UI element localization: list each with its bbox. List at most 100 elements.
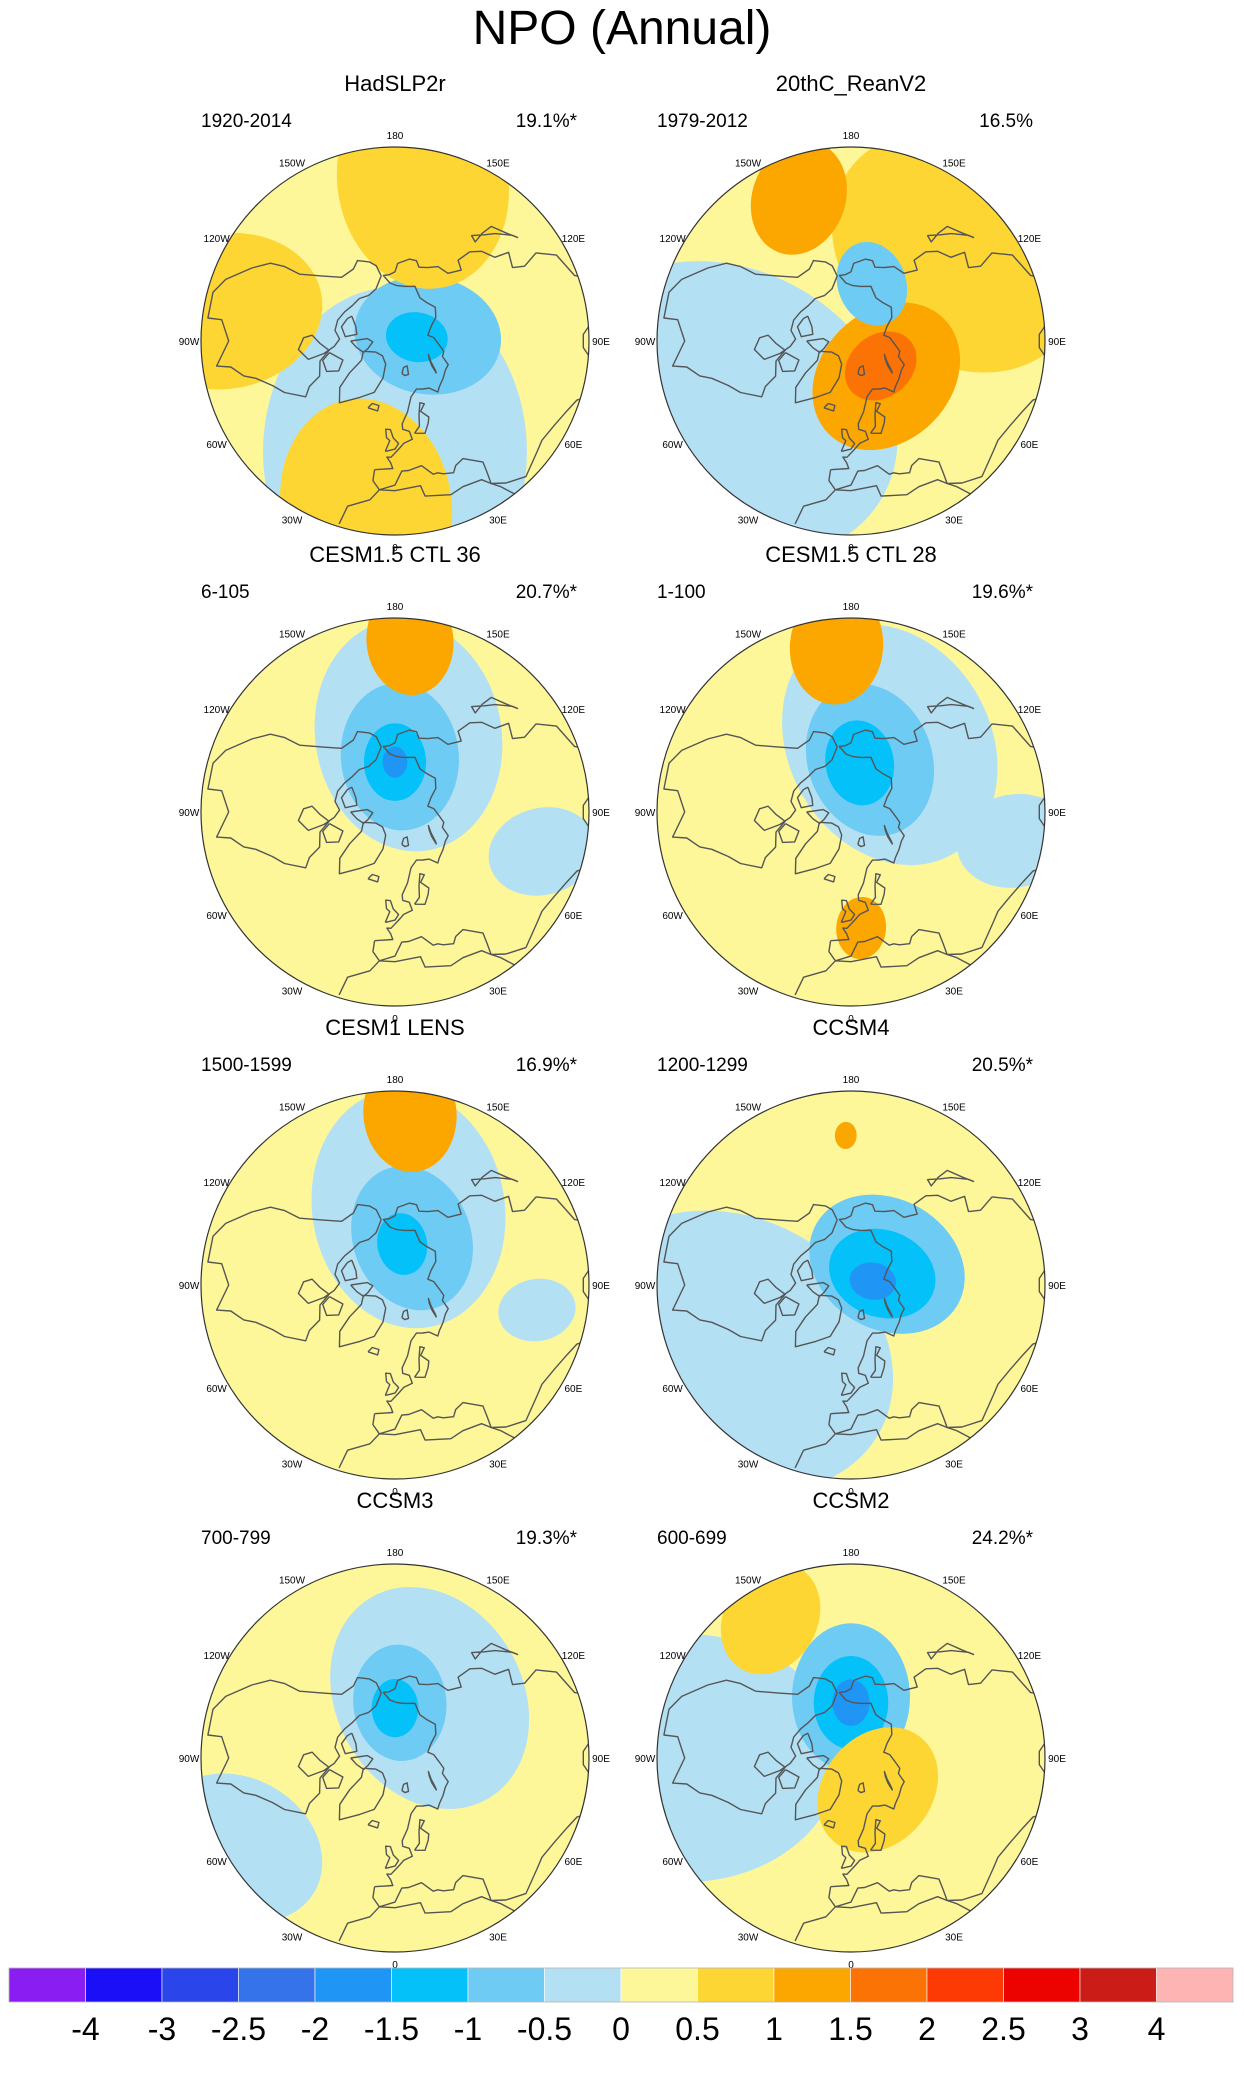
coastline	[470, 696, 519, 714]
longitude-label: 30W	[738, 986, 759, 997]
longitude-label: 150E	[942, 159, 966, 170]
coastline	[794, 350, 843, 404]
map-panel: 180 150E 120E 90E 60E 30E 0 30W 60W 90W 120W 150W CC…	[179, 1488, 611, 1971]
coastline	[857, 365, 866, 377]
longitude-label: 150E	[942, 1103, 966, 1114]
colorbar-tick-label: 1.5	[828, 2011, 872, 2047]
longitude-label: 0	[392, 1960, 398, 1971]
longitude-label: 30E	[945, 1459, 963, 1470]
contour-region	[280, 398, 453, 535]
coastline	[883, 824, 894, 845]
longitude-label: 120W	[204, 234, 231, 245]
colorbar-swatch	[1156, 1967, 1234, 2003]
coastline	[870, 873, 886, 905]
colorbar: -4 -3 -2.5 -2 -1.5 -1 -0.5 0 0.5 1 1.5 2 2.5 3 4	[8, 1967, 1234, 2047]
longitude-label: 30E	[945, 986, 963, 997]
coastline	[806, 1754, 830, 1771]
colorbar-swatch	[1003, 1967, 1081, 2003]
coastline	[823, 1346, 836, 1356]
coastline	[806, 808, 830, 825]
panel-title: CESM1 LENS	[325, 1015, 464, 1040]
coastline	[470, 1642, 519, 1660]
coastline	[338, 1767, 387, 1821]
panel-variance: 20.5%*	[972, 1055, 1034, 1076]
map-border	[200, 1090, 590, 1480]
contour-region	[366, 618, 454, 696]
longitude-label: 60E	[565, 440, 583, 451]
contour-region	[849, 1262, 896, 1300]
coastline	[401, 836, 410, 848]
panel-period: 1979-2012	[657, 111, 748, 132]
longitude-label: 30E	[489, 515, 507, 526]
longitude-label: 0	[392, 1014, 398, 1025]
panel-period: 1-100	[657, 582, 706, 603]
coastline	[840, 428, 856, 453]
map-border	[200, 617, 590, 1007]
longitude-label: 60W	[206, 911, 227, 922]
contour-field	[201, 618, 589, 1006]
coastline	[414, 1346, 430, 1378]
contour-region	[817, 1727, 939, 1853]
panel-period: 1920-2014	[201, 111, 292, 132]
contour-region	[657, 261, 898, 535]
panel-title: CESM1.5 CTL 36	[309, 542, 481, 567]
longitude-label: 90E	[592, 1281, 610, 1292]
colorbar-tick-label: -0.5	[517, 2011, 572, 2047]
longitude-label: 150E	[942, 630, 966, 641]
longitude-label: 90W	[635, 1281, 656, 1292]
longitude-label: 120E	[1018, 1178, 1042, 1189]
colorbar-tick-label: 3	[1071, 2011, 1089, 2047]
colorbar-swatch	[85, 1967, 163, 2003]
longitude-label: 180	[843, 602, 860, 613]
longitude-label: 0	[848, 543, 854, 554]
coastlines	[207, 696, 589, 996]
contour-region	[836, 896, 887, 959]
coastline	[778, 822, 800, 844]
longitude-label: 90W	[635, 808, 656, 819]
coastline	[794, 1294, 843, 1348]
coastline	[414, 873, 430, 905]
coastline	[796, 1259, 814, 1282]
colorbar-tick-label: -1	[454, 2011, 482, 2047]
coastline	[322, 1295, 344, 1317]
panel-title: 20thC_ReanV2	[776, 71, 926, 96]
coastline	[427, 1297, 438, 1318]
coastline	[926, 696, 975, 714]
longitude-label: 60E	[565, 911, 583, 922]
map-panel: 180 150E 120E 90E 60E 30E 0 30W 60W 90W 120W 150W CC…	[635, 1015, 1067, 1498]
longitude-label: 150W	[279, 1103, 306, 1114]
coastline	[367, 402, 380, 412]
coastline	[796, 315, 814, 338]
longitude-label: 90E	[1048, 1281, 1066, 1292]
coastline	[794, 479, 971, 525]
coastline	[338, 350, 387, 404]
longitude-label: 150E	[486, 159, 510, 170]
longitude-label: 120E	[1018, 234, 1042, 245]
coastline	[372, 721, 589, 962]
longitude-label: 60E	[565, 1857, 583, 1868]
longitude-label: 90E	[592, 337, 610, 348]
coastlines	[663, 225, 1045, 525]
coastline	[350, 337, 374, 354]
main-title: NPO (Annual)	[473, 2, 772, 55]
coastline	[322, 1768, 344, 1790]
longitude-label: 30W	[282, 1932, 303, 1943]
longitude-label: 150W	[279, 159, 306, 170]
coastline	[350, 808, 374, 825]
map-border	[200, 1563, 590, 1953]
colorbar-tick-label: 0.5	[675, 2011, 719, 2047]
longitude-label: 30E	[489, 1932, 507, 1943]
longitude-label: 180	[387, 1548, 404, 1559]
longitude-label: 60E	[1021, 911, 1039, 922]
longitude-label: 180	[843, 1075, 860, 1086]
map-border	[656, 1563, 1046, 1953]
coastline	[401, 365, 410, 377]
coastline	[663, 730, 838, 869]
coastline	[840, 1372, 856, 1397]
longitude-label: 180	[387, 131, 404, 142]
contour-region	[825, 720, 895, 806]
longitude-label: 30E	[489, 986, 507, 997]
coastline	[350, 1754, 374, 1771]
coastline	[322, 351, 344, 373]
panel-period: 600-699	[657, 1528, 727, 1549]
